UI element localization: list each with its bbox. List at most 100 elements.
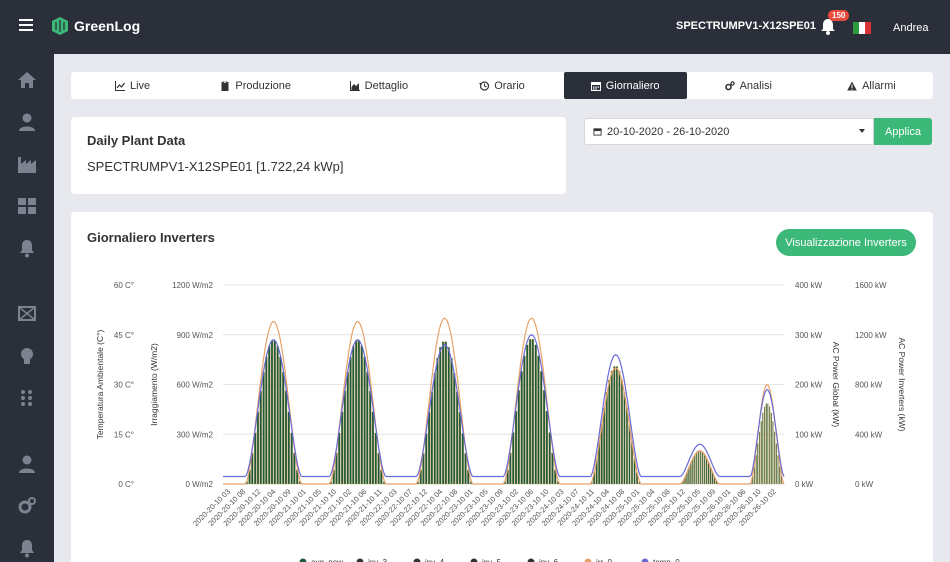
tab-analisi[interactable]: Analisi [687, 72, 810, 99]
bar [628, 424, 631, 485]
bar [425, 433, 428, 485]
legend-label: inv_6 [539, 558, 559, 562]
legend-marker [356, 558, 364, 562]
home-icon[interactable] [17, 70, 37, 90]
irradiance-line [223, 317, 785, 485]
apply-button[interactable]: Applica [874, 118, 932, 145]
dashboard-icon[interactable] [17, 196, 37, 216]
profile-icon[interactable] [17, 454, 37, 474]
notifications-icon[interactable] [17, 538, 37, 558]
factory-icon[interactable] [17, 154, 37, 174]
tick-label: 45 C° [114, 331, 134, 340]
bar [371, 411, 375, 485]
legend-marker [527, 558, 535, 562]
tab-allarmi[interactable]: Allarmi [810, 72, 933, 99]
hamburger-menu-icon[interactable] [19, 19, 33, 33]
bar [625, 407, 628, 485]
app-logo[interactable]: GreenLog [52, 17, 140, 35]
bar [352, 345, 355, 485]
device-name[interactable]: SPECTRUMPV1-X12SPE01 [676, 20, 816, 32]
axis-title: AC Power Global (kW) [831, 342, 841, 428]
history-icon [479, 80, 490, 91]
bar [254, 432, 257, 485]
bar [357, 340, 361, 485]
bar [340, 411, 344, 485]
tab-dettaglio[interactable]: Dettaglio [317, 72, 440, 99]
bell-icon[interactable] [820, 18, 836, 35]
user-name[interactable]: Andrea [893, 22, 929, 34]
bar [279, 356, 282, 485]
legend-marker [413, 558, 421, 562]
axis-title: Temperatura Ambientale (C°) [95, 329, 105, 439]
legend-label: avg_pow [311, 558, 343, 562]
bar [290, 432, 293, 485]
bar [755, 455, 757, 485]
lightbulb-icon[interactable] [17, 346, 37, 366]
bar [346, 372, 349, 485]
settings-icon[interactable] [17, 496, 37, 516]
bar [551, 452, 554, 485]
bar [698, 450, 700, 485]
tick-label: 1600 kW [855, 281, 887, 290]
italy-flag-icon[interactable] [853, 22, 871, 34]
bar [605, 392, 608, 485]
legend-marker [641, 558, 649, 562]
bar [439, 347, 442, 485]
logo-icon [52, 17, 68, 35]
bar [774, 431, 776, 485]
bar [608, 379, 611, 485]
bar [259, 390, 262, 485]
app-name: GreenLog [74, 18, 141, 34]
tab-giornaliero[interactable]: Giornaliero [563, 72, 687, 99]
tab-orario[interactable]: Orario [440, 72, 563, 99]
bar [458, 412, 462, 485]
tab-produzione[interactable]: Produzione [194, 72, 317, 99]
tab-bar: Live Produzione Dettaglio Orario Giornal… [71, 72, 933, 99]
calendar-icon [593, 128, 602, 136]
bar [757, 443, 759, 485]
bar [270, 340, 274, 485]
tick-label: 15 C° [114, 430, 134, 439]
bar [256, 411, 260, 485]
tick-label: 0 C° [118, 480, 134, 489]
bar [777, 455, 779, 485]
tick-label: 200 kW [795, 381, 823, 390]
axis-title: Irraggiamento (W/m2) [149, 343, 159, 426]
alarm-bell-icon[interactable] [17, 238, 37, 258]
date-range-picker[interactable]: 20-10-2020 - 26-10-2020 [584, 118, 874, 145]
bar [694, 454, 696, 485]
grid-dots-icon[interactable] [17, 388, 37, 408]
tick-label: 1200 kW [855, 331, 887, 340]
bar [703, 454, 706, 485]
tab-live[interactable]: Live [71, 72, 194, 99]
bar [540, 371, 543, 485]
bar [523, 355, 526, 485]
legend-label: irr_0 [596, 558, 613, 562]
bar [760, 421, 762, 485]
bar [436, 357, 439, 485]
view-inverters-button[interactable]: Visualizzazione Inverters [776, 229, 916, 256]
bar [520, 371, 523, 485]
tick-label: 0 W/m2 [185, 480, 213, 489]
bar [767, 403, 769, 485]
bar-series [245, 339, 784, 485]
legend-marker [584, 558, 592, 562]
tick-label: 300 W/m2 [177, 430, 214, 439]
bar [696, 451, 698, 485]
solar-panel-icon[interactable] [17, 304, 37, 324]
tick-label: 600 W/m2 [177, 381, 214, 390]
date-range-value: 20-10-2020 - 26-10-2020 [607, 125, 730, 138]
bar [369, 390, 372, 485]
legend-label: temp_0 [653, 558, 680, 562]
sidebar [0, 54, 54, 562]
chevron-down-icon [859, 129, 865, 133]
bar [701, 451, 704, 485]
user-icon[interactable] [17, 112, 37, 132]
bar [542, 389, 546, 485]
bar [700, 450, 702, 485]
bar [769, 406, 771, 485]
bar [284, 390, 288, 485]
bar [526, 344, 529, 485]
bar [287, 411, 290, 485]
calendar-icon [590, 81, 601, 91]
